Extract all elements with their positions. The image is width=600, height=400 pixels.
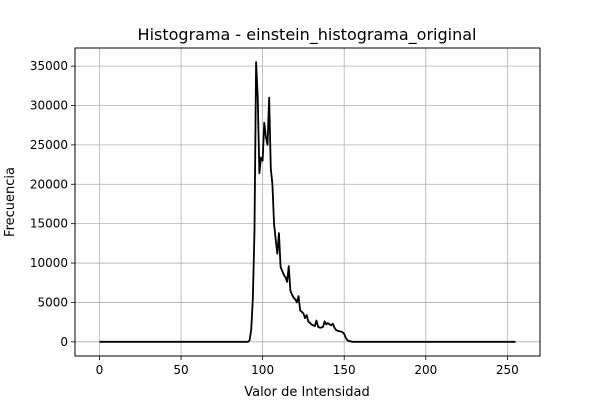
x-tick-label: 200 [414,363,437,377]
x-tick-label: 250 [496,363,519,377]
histogram-line [99,61,516,343]
y-tick-label: 5000 [37,295,68,309]
x-tick-label: 50 [173,363,188,377]
y-gridlines [75,65,540,343]
y-tick-label: 10000 [30,256,68,270]
y-tick-label: 15000 [30,217,68,231]
x-axis-label: Valor de Intensidad [244,385,370,400]
x-tick-label: 150 [333,363,356,377]
x-tick-label: 0 [96,363,104,377]
plot-frame [74,47,541,357]
y-tick-label: 25000 [30,138,68,152]
y-tick-label: 0 [60,335,68,349]
x-axis-ticks: 0 50 100 150 200 250 [96,356,519,377]
y-tick-label: 35000 [30,59,68,73]
y-axis-ticks: 0 5000 10000 15000 20000 25000 30000 35000 [30,59,75,349]
y-axis-label: Frecuencia [3,167,18,237]
x-gridlines [99,48,508,356]
chart-title: Histograma - einstein_histograma_origina… [138,25,477,45]
y-tick-label: 30000 [30,99,68,113]
x-tick-label: 100 [251,363,274,377]
y-tick-label: 20000 [30,177,68,191]
